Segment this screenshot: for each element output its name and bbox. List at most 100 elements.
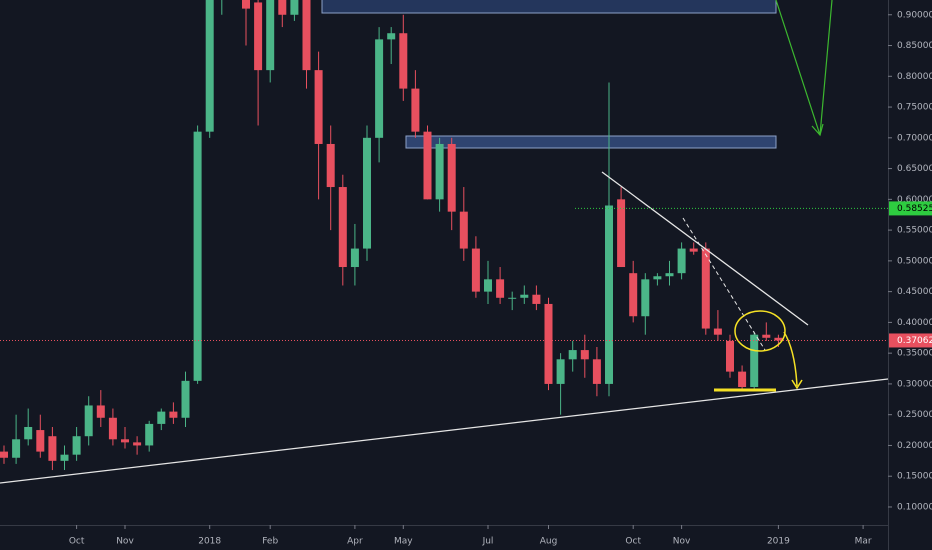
trend-drawings — [0, 171, 888, 484]
x-tick-label: Jul — [482, 537, 494, 547]
candle-body — [411, 88, 420, 132]
candle-body — [629, 273, 638, 317]
y-tick-label: 0.70000 — [897, 133, 932, 143]
zone-box — [405, 135, 777, 149]
candles — [0, 0, 783, 471]
candle-body — [762, 334, 771, 338]
zone-box — [321, 0, 777, 14]
candle-body — [302, 0, 311, 71]
candle-body — [84, 405, 93, 437]
arrow-head — [811, 123, 824, 137]
candle-body — [568, 350, 577, 360]
y-tick-label: 0.90000 — [897, 10, 932, 20]
candle-body — [48, 436, 57, 461]
candle-body — [605, 205, 613, 384]
candle-body — [314, 70, 323, 144]
resistance-trendline — [601, 171, 809, 326]
candle-body — [653, 276, 662, 280]
candle-body — [157, 411, 166, 424]
candle-body — [738, 371, 747, 387]
x-tick-label: Nov — [116, 537, 134, 547]
candle-body — [726, 340, 734, 372]
x-tick-label: Mar — [855, 537, 872, 547]
candle-body — [556, 359, 565, 384]
candle-body — [181, 380, 190, 418]
y-tick-label: 0.50000 — [897, 256, 932, 266]
candle-body — [774, 337, 783, 341]
candle-body — [0, 451, 8, 458]
candle-body — [254, 2, 263, 71]
candle-body — [121, 439, 129, 443]
y-tick-label: 0.45000 — [897, 287, 932, 297]
y-tick-label: 0.10000 — [897, 502, 932, 512]
y-tick-label: 0.65000 — [897, 164, 932, 174]
candle-body — [338, 187, 347, 268]
x-tick-label: Apr — [347, 537, 363, 547]
drawings — [321, 0, 833, 149]
x-tick-label: 2019 — [767, 537, 790, 547]
candle-body — [580, 350, 589, 360]
candle-body — [701, 248, 710, 329]
x-tick-label: Feb — [262, 537, 278, 547]
candle-body — [72, 436, 81, 455]
candle-body — [193, 131, 202, 381]
price-label-box — [889, 201, 932, 216]
candle-body — [96, 405, 105, 418]
candle-body — [363, 137, 371, 249]
x-tick-label: Nov — [673, 537, 691, 547]
y-tick-label: 0.20000 — [897, 441, 932, 451]
y-tick-label: 0.75000 — [897, 103, 932, 113]
candle-body — [641, 279, 650, 317]
candle-body — [36, 430, 45, 452]
candle-body — [375, 39, 384, 138]
candle-body — [60, 454, 69, 461]
x-tick-label: May — [394, 537, 413, 547]
x-tick-label: Oct — [625, 537, 641, 547]
candle-body — [508, 297, 517, 299]
candle-body — [145, 423, 154, 446]
candle-body — [169, 411, 178, 418]
x-tick-label: 2018 — [198, 537, 221, 547]
candle-body — [399, 33, 408, 89]
candle-body — [447, 143, 456, 212]
candle-body — [665, 273, 674, 277]
candle-body — [205, 0, 214, 132]
y-tick-label: 0.80000 — [897, 72, 932, 82]
highlight-circle — [734, 310, 786, 352]
y-tick-label: 0.15000 — [897, 472, 932, 482]
candle-body — [592, 359, 601, 384]
overlay: 0.10000 0.15000 0.20000 0.25000 0.30000 0.350… — [0, 10, 932, 547]
y-tick-label: 0.35000 — [897, 349, 932, 359]
support-trendline — [0, 378, 888, 484]
candle-body — [423, 131, 432, 200]
arrow-head — [791, 379, 803, 390]
dashed-trendline — [682, 217, 766, 351]
candle-body — [278, 0, 287, 15]
candle-body — [12, 439, 21, 458]
candle-body — [750, 334, 759, 387]
candle-body — [435, 143, 444, 200]
y-tick-label: 0.85000 — [897, 41, 932, 51]
candle-body — [713, 328, 722, 335]
candle-body — [326, 143, 335, 188]
candle-body — [242, 0, 250, 9]
candle-body — [617, 199, 626, 268]
candle-body — [532, 294, 541, 304]
price-label: 0.37062 — [897, 336, 932, 346]
candle-body — [484, 279, 492, 292]
yellow-arrow — [783, 331, 798, 387]
candle-body — [266, 0, 275, 71]
y-tick-label: 0.55000 — [897, 226, 932, 236]
candle-body — [471, 248, 480, 292]
candle-body — [544, 303, 553, 384]
candle-body — [133, 442, 142, 446]
x-tick-label: Oct — [69, 537, 85, 547]
y-tick-label: 0.25000 — [897, 410, 932, 420]
candle-body — [459, 211, 468, 249]
price-label: 0.58525 — [897, 204, 932, 214]
candle-body — [24, 426, 33, 440]
candle-body — [350, 248, 359, 268]
